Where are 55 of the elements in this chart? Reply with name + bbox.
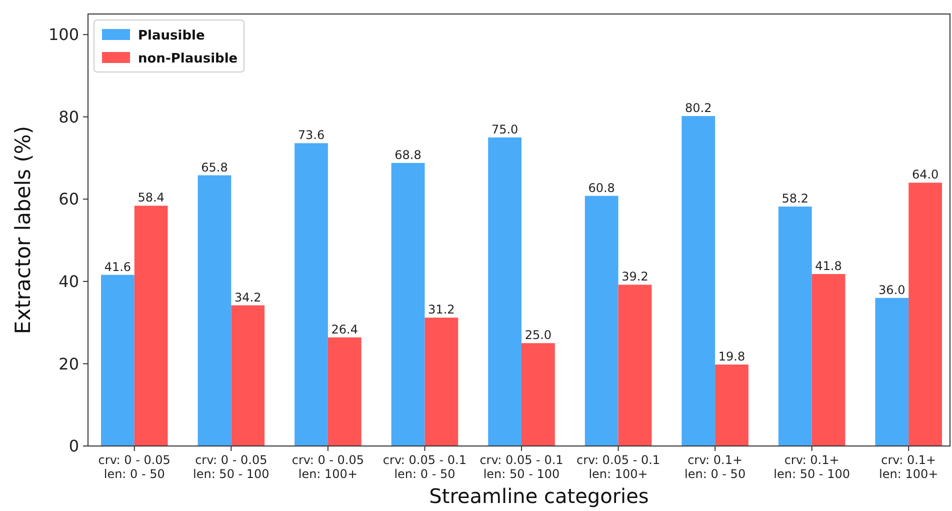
data-label: 58.4	[138, 190, 164, 205]
bar	[101, 274, 134, 446]
x-tick-label: crv: 0.05 - 0.1 len: 0 - 50	[382, 453, 467, 481]
data-label: 41.6	[104, 260, 132, 274]
data-label: 34.2	[234, 290, 262, 304]
x-tick-label: crv: 0.1+ len: 0 - 50	[684, 453, 746, 481]
data-label: 39.2	[622, 270, 648, 284]
bar	[134, 206, 168, 446]
x-tick-label: crv: 0.05 - 0.1 len: 50 - 100	[480, 453, 564, 481]
x-tick-label: crv: 0 - 0.05 len: 100+	[292, 453, 364, 481]
bar	[778, 206, 812, 446]
bar	[875, 298, 909, 446]
bar	[812, 274, 846, 446]
bar	[488, 137, 522, 446]
y-tick-label: 100	[48, 25, 79, 44]
x-tick-label: crv: 0 - 0.05 len: 50 - 100	[193, 453, 270, 481]
data-label: 36.0	[878, 282, 906, 297]
x-tick-label: crv: 0 - 0.05 len: 0 - 50	[98, 453, 170, 481]
data-label: 65.8	[201, 160, 228, 174]
bar	[391, 162, 425, 446]
y-tick-label: 0	[68, 436, 79, 456]
data-label: 75.0	[491, 122, 518, 136]
y-tick-label: 40	[58, 272, 79, 292]
data-label: 31.2	[428, 302, 455, 317]
x-tick-label: crv: 0.05 - 0.1 len: 100+	[576, 453, 660, 481]
y-tick-label: 20	[58, 354, 79, 374]
data-label: 58.2	[782, 192, 808, 206]
data-label: 26.4	[331, 322, 358, 336]
y-tick-label: 60	[58, 190, 79, 209]
bar	[618, 284, 652, 446]
legend-label: Plausible	[138, 28, 205, 44]
data-label: 60.8	[588, 180, 615, 195]
data-label: 25.0	[524, 328, 552, 342]
x-tick-label: crv: 0.1+ len: 50 - 100	[774, 453, 850, 481]
y-axis-title: Extractor labels (%)	[11, 126, 35, 334]
x-axis-title: Streamline categories	[429, 484, 649, 508]
bar	[584, 196, 618, 446]
bar	[294, 143, 328, 446]
bar	[328, 337, 362, 446]
data-label: 64.0	[912, 168, 939, 182]
bar	[908, 182, 942, 446]
data-label: 19.8	[718, 350, 746, 364]
bar	[715, 364, 748, 446]
bar	[682, 116, 716, 446]
bar	[231, 305, 265, 446]
data-label: 68.8	[394, 148, 422, 162]
data-label: 41.8	[815, 259, 842, 274]
bar	[424, 318, 458, 446]
bar	[522, 343, 555, 446]
legend-label: non-Plausible	[138, 52, 238, 67]
data-label: 73.6	[298, 128, 325, 142]
bar	[198, 175, 232, 446]
data-label: 80.2	[685, 101, 712, 116]
x-tick-label: crv: 0.1+ len: 100+	[879, 453, 938, 481]
y-tick-label: 80	[58, 107, 79, 126]
